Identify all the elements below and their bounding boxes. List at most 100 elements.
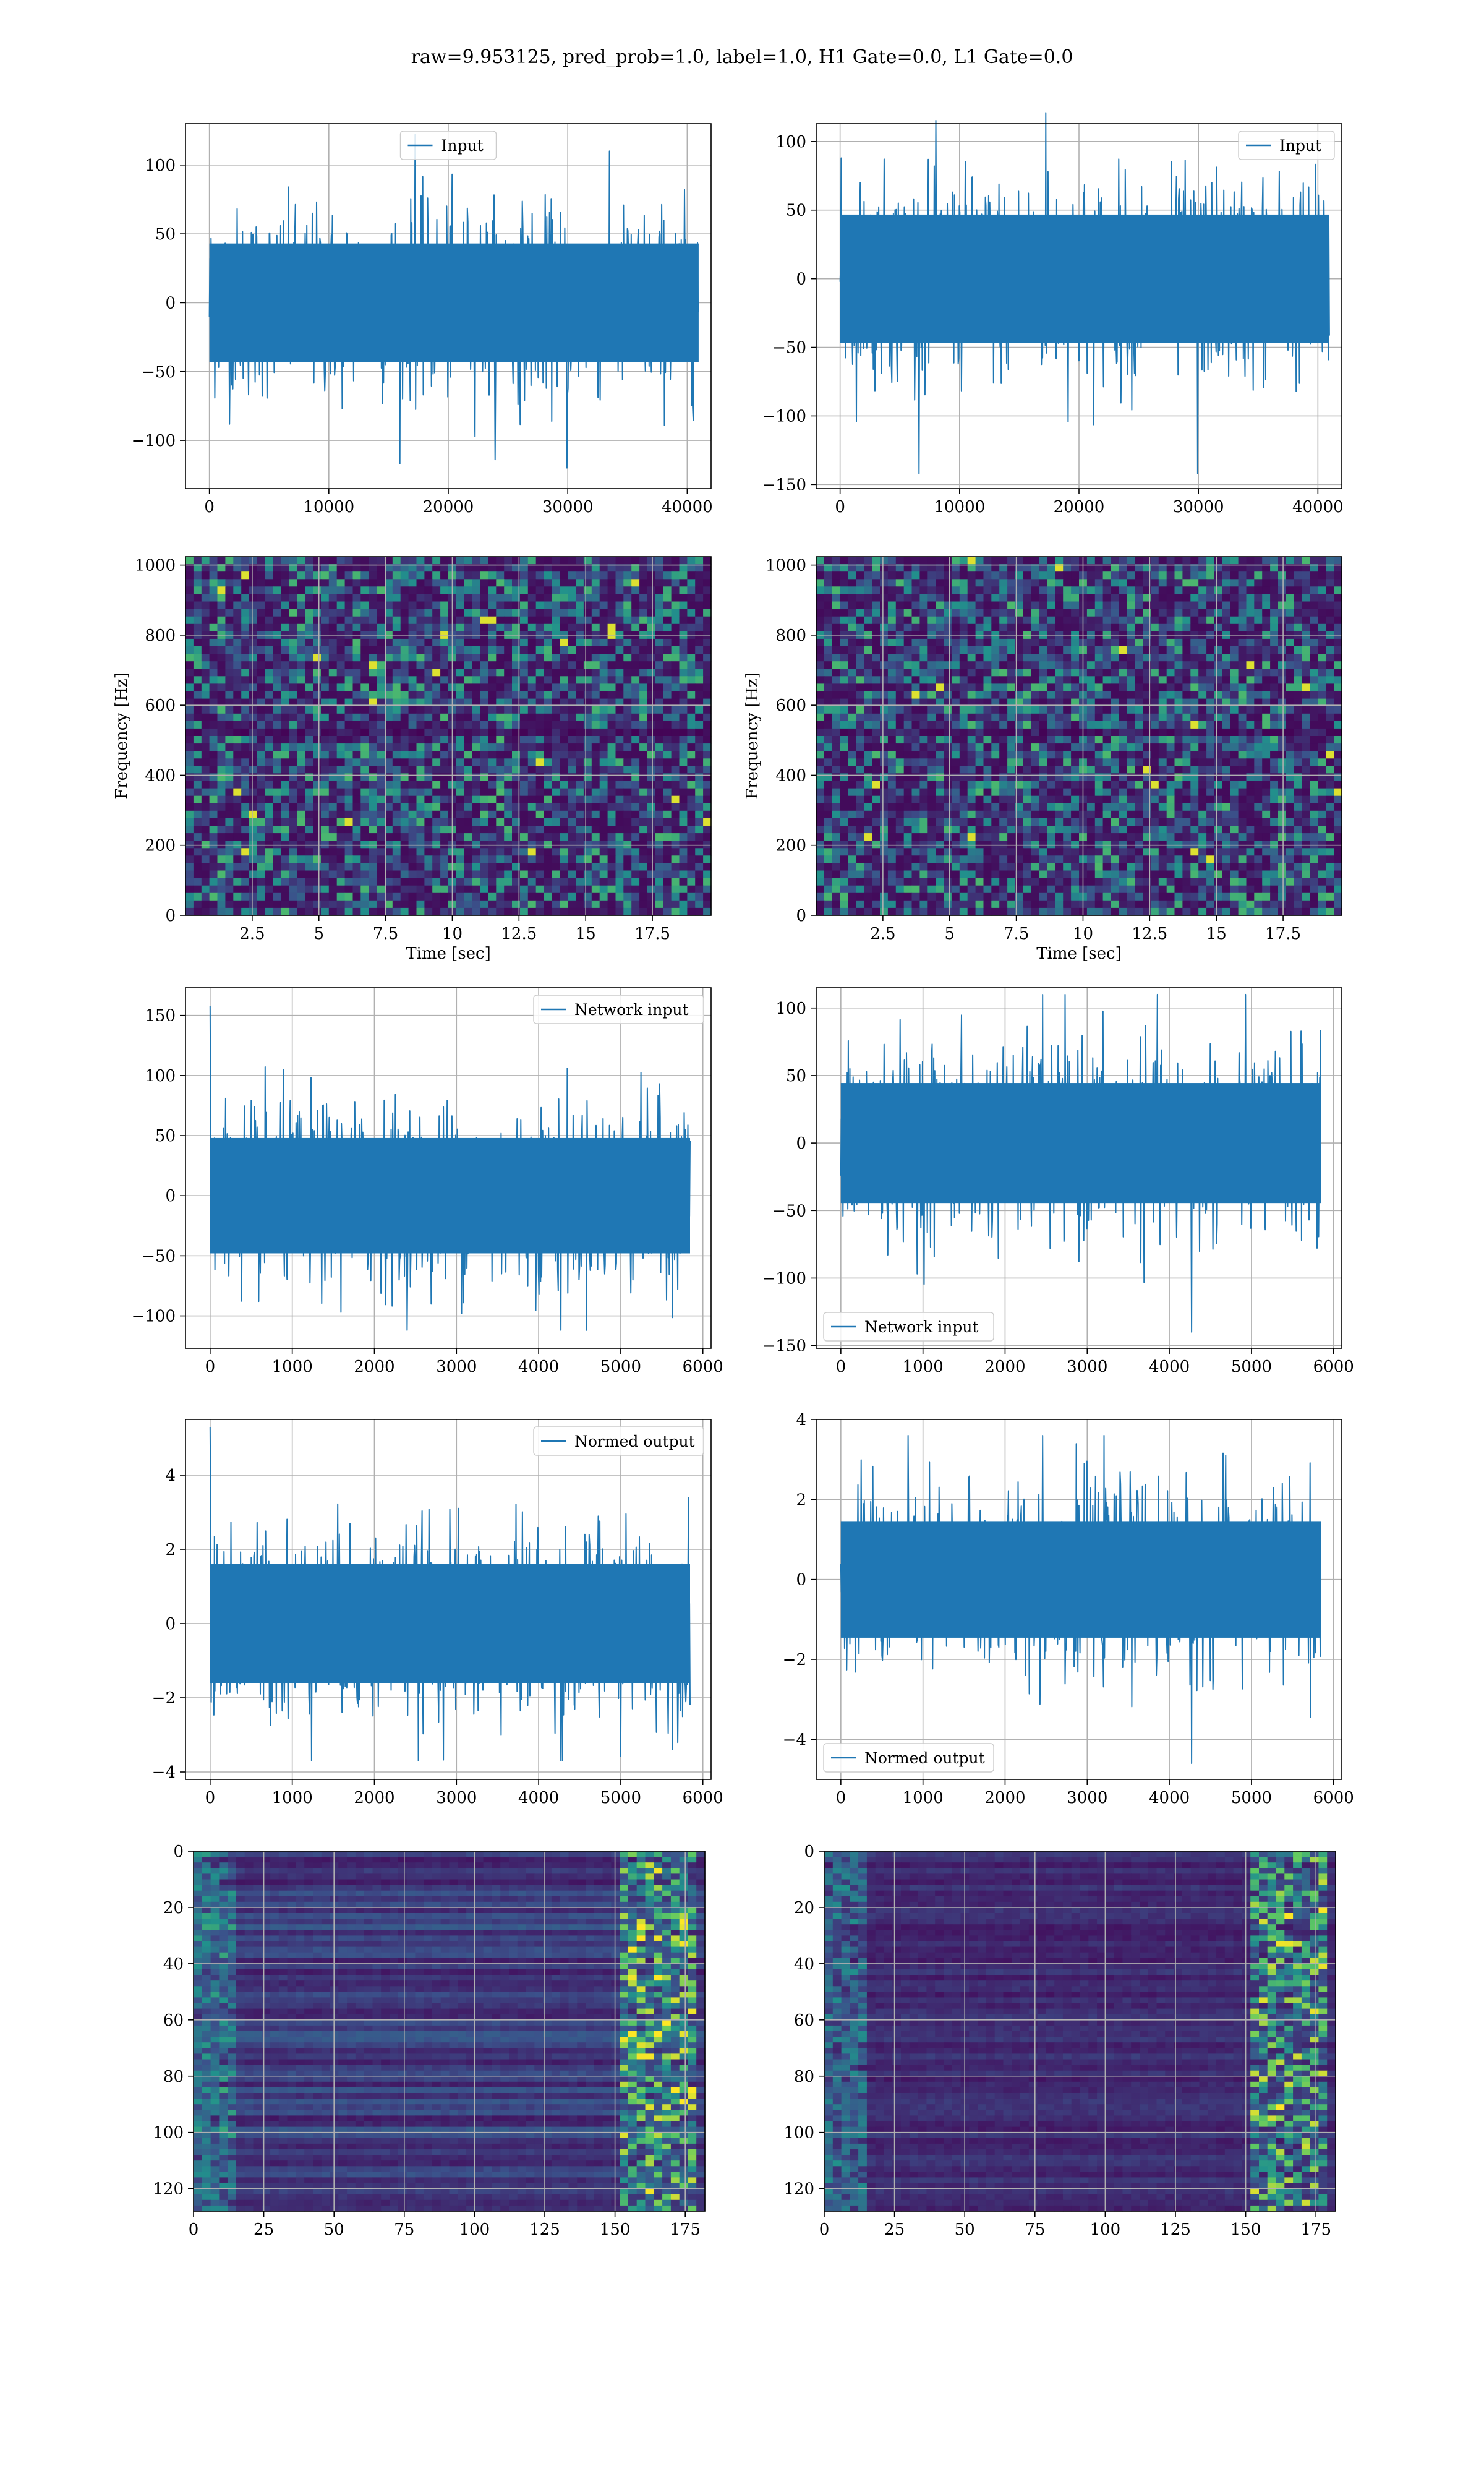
heatmap-cell xyxy=(1094,594,1104,602)
heatmap-cell xyxy=(535,795,545,804)
heatmap-cell xyxy=(233,609,242,617)
heatmap-cell xyxy=(936,594,944,602)
heatmap-cell xyxy=(1326,579,1334,587)
heatmap-cell xyxy=(1182,616,1191,625)
heatmap-cell xyxy=(856,669,864,677)
heatmap-cell xyxy=(496,721,505,729)
heatmap-cell xyxy=(504,818,513,826)
heatmap-cell xyxy=(281,758,289,766)
heatmap-cell xyxy=(1094,623,1104,632)
heatmap-cell xyxy=(560,579,568,587)
heatmap-cell xyxy=(527,803,537,811)
heatmap-cell xyxy=(265,579,274,587)
heatmap-cell xyxy=(623,669,632,677)
heatmap-cell xyxy=(480,900,488,909)
x-tick-label: 20000 xyxy=(1054,498,1105,516)
heatmap-cell xyxy=(257,586,266,594)
heatmap-cell xyxy=(832,623,841,632)
heatmap-cell xyxy=(488,766,497,774)
heatmap-cell xyxy=(623,661,632,669)
heatmap-cell xyxy=(687,870,696,879)
heatmap-cell xyxy=(352,706,361,714)
heatmap-cell xyxy=(400,728,409,737)
heatmap-cell xyxy=(209,713,218,722)
heatmap-cell xyxy=(265,743,274,751)
heatmap-cell xyxy=(1143,683,1151,692)
heatmap-cell xyxy=(1119,721,1127,729)
heatmap-cell xyxy=(193,795,202,804)
heatmap-cell xyxy=(1302,669,1311,677)
heatmap-cell xyxy=(703,818,712,826)
heatmap-cell xyxy=(655,766,664,774)
heatmap-cell xyxy=(400,892,409,901)
heatmap-cell xyxy=(591,557,600,565)
heatmap-cell xyxy=(911,713,920,722)
heatmap-cell xyxy=(217,698,226,707)
heatmap-cell xyxy=(552,706,560,714)
heatmap-cell xyxy=(591,833,600,841)
heatmap-cell xyxy=(289,863,297,871)
heatmap-cell xyxy=(887,743,897,751)
heatmap-cell xyxy=(1326,616,1334,625)
heatmap-cell xyxy=(1318,669,1326,677)
heatmap-cell xyxy=(655,728,664,737)
heatmap-cell xyxy=(927,609,936,617)
heatmap-cell xyxy=(472,841,481,849)
heatmap-cell xyxy=(848,721,856,729)
heatmap-cell xyxy=(472,721,481,729)
heatmap-cell xyxy=(607,669,616,677)
heatmap-cell xyxy=(687,594,696,602)
heatmap-cell xyxy=(607,892,616,901)
heatmap-cell xyxy=(392,736,401,744)
heatmap-cell xyxy=(328,691,338,700)
heatmap-cell xyxy=(1302,623,1311,632)
heatmap-cell xyxy=(1119,594,1127,602)
heatmap-cell xyxy=(919,586,928,594)
heatmap-cell xyxy=(281,841,289,849)
heatmap-cell xyxy=(944,683,952,692)
heatmap-cell xyxy=(496,691,505,700)
heatmap-cell xyxy=(663,736,672,744)
heatmap-cell xyxy=(480,586,488,594)
heatmap-cell xyxy=(289,586,297,594)
heatmap-cell xyxy=(186,743,194,751)
heatmap-cell xyxy=(1127,579,1135,587)
heatmap-cell xyxy=(848,594,856,602)
heatmap-cell xyxy=(887,706,897,714)
heatmap-cell xyxy=(703,855,712,863)
heatmap-cell xyxy=(639,818,648,826)
heatmap-cell xyxy=(663,669,672,677)
heatmap-cell xyxy=(464,713,473,722)
heatmap-cell xyxy=(456,683,465,692)
heatmap-cell xyxy=(527,698,537,707)
heatmap-cell xyxy=(385,892,393,901)
heatmap-cell xyxy=(1294,683,1303,692)
heatmap-cell xyxy=(1086,616,1096,625)
heatmap-cell xyxy=(631,841,640,849)
heatmap-cell xyxy=(305,773,313,782)
heatmap-cell xyxy=(695,557,704,565)
heatmap-cell xyxy=(703,751,712,759)
heatmap-cell xyxy=(1294,736,1303,744)
heatmap-cell xyxy=(1270,698,1279,707)
heatmap-cell xyxy=(512,646,521,654)
heatmap-cell xyxy=(983,706,992,714)
heatmap-cell xyxy=(607,594,616,602)
heatmap-cell xyxy=(225,698,234,707)
heatmap-cell xyxy=(615,878,624,886)
heatmap-cell xyxy=(432,907,441,916)
heatmap-cell xyxy=(352,586,361,594)
heatmap-cell xyxy=(687,646,696,654)
heatmap-cell xyxy=(959,623,968,632)
heatmap-cell xyxy=(440,609,449,617)
heatmap-cell xyxy=(535,691,545,700)
heatmap-cell xyxy=(328,878,338,886)
heatmap-cell xyxy=(408,795,417,804)
heatmap-cell xyxy=(480,781,488,789)
heatmap-cell xyxy=(607,781,616,789)
heatmap-cell xyxy=(320,788,330,797)
heatmap-cell xyxy=(615,564,624,572)
heatmap-cell xyxy=(416,863,425,871)
heatmap-cell xyxy=(392,713,401,722)
heatmap-cell xyxy=(824,654,833,662)
